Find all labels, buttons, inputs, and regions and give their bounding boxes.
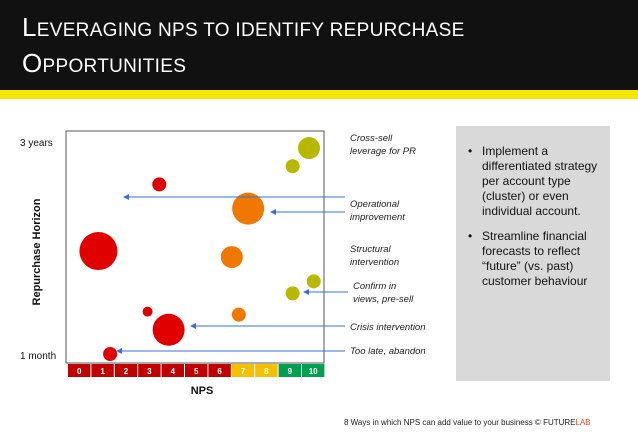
nps-scale-cell [302, 364, 325, 377]
nps-tick-label: 10 [309, 367, 318, 376]
annotation-label: Operational [350, 199, 400, 210]
nps-tick-label: 1 [100, 367, 105, 376]
data-bubble [232, 192, 265, 225]
annotation-label: Too late, abandon [350, 346, 426, 357]
annotation-label: intervention [350, 257, 399, 268]
nps-scale-cell [138, 364, 161, 377]
nps-scale-cell [68, 364, 91, 377]
bullet-icon: • [468, 229, 473, 243]
data-bubble [152, 313, 185, 346]
nps-scale-cell [278, 364, 301, 377]
brand-lab: LAB [575, 418, 591, 427]
y-tick-label: 1 month [20, 351, 56, 362]
nps-scale: 0 1 2 3 4 5 6 7 8 9 10 [68, 364, 325, 377]
data-bubble [298, 137, 321, 160]
slide-title-line-2: opportunities [22, 48, 187, 78]
recommendation-item: • Streamline financial forecasts to refl… [468, 229, 602, 289]
nps-scale-cell [255, 364, 278, 377]
title-accent-stripe [0, 90, 638, 99]
data-bubble [103, 347, 118, 361]
bullet-icon: • [468, 144, 473, 158]
bubble-layer [79, 137, 321, 361]
nps-scale-cell [91, 364, 114, 377]
footer-text: 8 Ways in which NPS can add value to you… [344, 418, 533, 427]
data-bubble [285, 159, 300, 174]
recommendation-item: • Implement a differentiated strategy pe… [468, 144, 602, 219]
nps-tick-label: 0 [77, 367, 82, 376]
recommendation-text: Streamline financial forecasts to reflec… [482, 229, 588, 288]
recommendations-panel: • Implement a differentiated strategy pe… [456, 126, 610, 381]
data-bubble [142, 306, 153, 317]
annotation-label: improvement [350, 212, 405, 223]
y-tick-label: 3 years [20, 138, 53, 149]
data-bubble [79, 232, 118, 271]
nps-tick-label: 9 [288, 367, 293, 376]
nps-horizon-chart: 0 1 2 3 4 5 6 7 8 9 10 3 years 1 month Repurchase H… [20, 130, 426, 397]
data-bubble [306, 274, 321, 289]
y-axis-ticks: 3 years 1 month [20, 138, 56, 362]
annotation-label: Structural [350, 244, 392, 255]
data-bubble [285, 286, 300, 301]
title-bar: Leveraging NPS to identify repurchase op… [0, 0, 638, 90]
copyright-symbol: © [534, 418, 541, 427]
nps-tick-label: 3 [147, 367, 152, 376]
annotation-arrows [116, 194, 348, 354]
data-bubble [231, 307, 246, 322]
annotation-label: Confirm in [353, 281, 396, 292]
annotation-label: Cross-sell [350, 133, 393, 144]
brand-future: FUTURE [543, 418, 576, 427]
nps-tick-label: 8 [264, 367, 269, 376]
nps-scale-cell [185, 364, 208, 377]
annotation-label: leverage for PR [350, 146, 416, 157]
footer: 8 Ways in which NPS can add value to you… [344, 418, 591, 427]
plot-frame [65, 130, 325, 364]
nps-scale-cell [114, 364, 138, 377]
nps-tick-label: 6 [217, 367, 222, 376]
x-axis-label: NPS [191, 385, 214, 397]
nps-scale-cell [231, 364, 255, 377]
y-axis-label: Repurchase Horizon [31, 198, 43, 305]
data-bubble [220, 246, 243, 269]
nps-scale-cell [208, 364, 231, 377]
annotation-label: Crisis intervention [350, 322, 426, 333]
data-bubble [152, 177, 167, 192]
nps-tick-label: 7 [241, 367, 246, 376]
nps-tick-label: 2 [124, 367, 129, 376]
recommendation-text: Implement a differentiated strategy per … [482, 144, 598, 218]
nps-tick-label: 4 [171, 367, 176, 376]
nps-tick-label: 5 [194, 367, 199, 376]
slide-title-line-1: Leveraging NPS to identify repurchase [22, 12, 465, 42]
annotation-label: views, pre-sell [353, 294, 414, 305]
nps-scale-cell [161, 364, 184, 377]
annotation-labels: Cross-sell leverage for PR Operational impr… [350, 133, 426, 357]
